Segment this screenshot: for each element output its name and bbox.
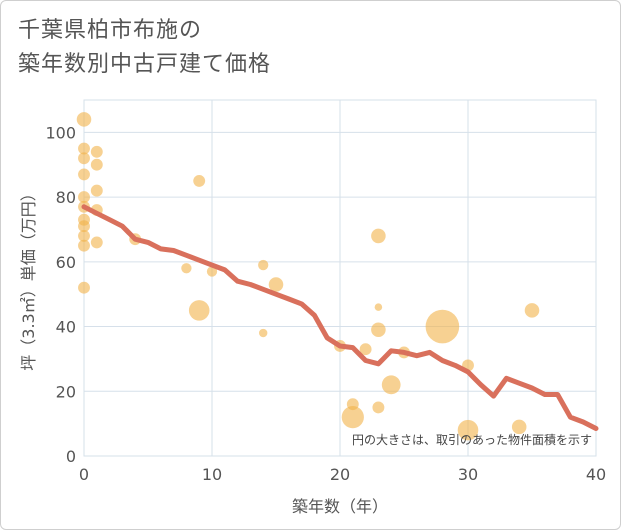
x-tick-label: 10 bbox=[202, 465, 222, 484]
data-bubble bbox=[76, 112, 92, 127]
y-axis-label: 坪（3.3㎡）単価（万円） bbox=[19, 185, 38, 370]
size-annotation: 円の大きさは、取引のあった物件面積を示す bbox=[352, 432, 592, 447]
data-bubble bbox=[78, 239, 90, 252]
y-tick-label: 20 bbox=[56, 382, 76, 401]
data-bubble bbox=[372, 401, 385, 414]
data-bubble bbox=[188, 300, 210, 321]
data-bubble bbox=[181, 263, 192, 274]
chart-title: 千葉県柏市布施の 築年数別中古戸建て価格 bbox=[18, 14, 271, 82]
data-bubble bbox=[341, 406, 364, 429]
y-tick-label: 100 bbox=[45, 123, 76, 142]
data-bubble bbox=[78, 229, 90, 242]
data-bubble bbox=[371, 228, 386, 244]
data-bubble bbox=[259, 328, 268, 338]
y-tick-label: 0 bbox=[66, 447, 76, 466]
chart-title-line1: 千葉県柏市布施の bbox=[18, 18, 203, 43]
data-bubble bbox=[78, 281, 90, 294]
bubble-layer bbox=[76, 112, 540, 441]
data-bubble bbox=[371, 322, 386, 338]
data-bubble bbox=[359, 343, 372, 356]
data-bubble bbox=[90, 236, 103, 249]
data-bubble bbox=[90, 184, 103, 197]
data-bubble bbox=[90, 145, 103, 158]
data-bubble bbox=[511, 419, 527, 435]
x-tick-label: 0 bbox=[79, 465, 89, 484]
x-tick-label: 40 bbox=[586, 465, 606, 484]
x-axis-label: 築年数（年） bbox=[292, 497, 388, 516]
y-tick-label: 40 bbox=[56, 318, 76, 337]
tick-layer: 0 10 20 30 40 0 20 40 60 80 100 bbox=[45, 123, 606, 484]
data-bubble bbox=[78, 220, 90, 233]
data-bubble bbox=[206, 266, 218, 277]
x-tick-label: 20 bbox=[330, 465, 350, 484]
data-bubble bbox=[425, 309, 460, 344]
x-tick-label: 30 bbox=[458, 465, 478, 484]
data-bubble bbox=[78, 168, 90, 181]
chart-title-line2: 築年数別中古戸建て価格 bbox=[18, 52, 272, 77]
trend-line bbox=[81, 204, 599, 431]
grid bbox=[83, 99, 597, 457]
data-bubble bbox=[78, 191, 90, 204]
data-bubble bbox=[381, 375, 401, 395]
data-bubble bbox=[374, 303, 383, 311]
data-bubble bbox=[258, 259, 269, 271]
data-bubble bbox=[90, 158, 103, 171]
data-bubble bbox=[78, 152, 90, 165]
data-bubble bbox=[78, 142, 90, 155]
data-bubble bbox=[457, 419, 479, 441]
y-tick-label: 60 bbox=[56, 253, 76, 272]
data-bubble bbox=[268, 277, 284, 292]
data-bubble bbox=[524, 303, 540, 318]
trend-layer bbox=[81, 204, 599, 431]
y-tick-label: 80 bbox=[56, 188, 76, 207]
data-bubble bbox=[193, 174, 206, 187]
